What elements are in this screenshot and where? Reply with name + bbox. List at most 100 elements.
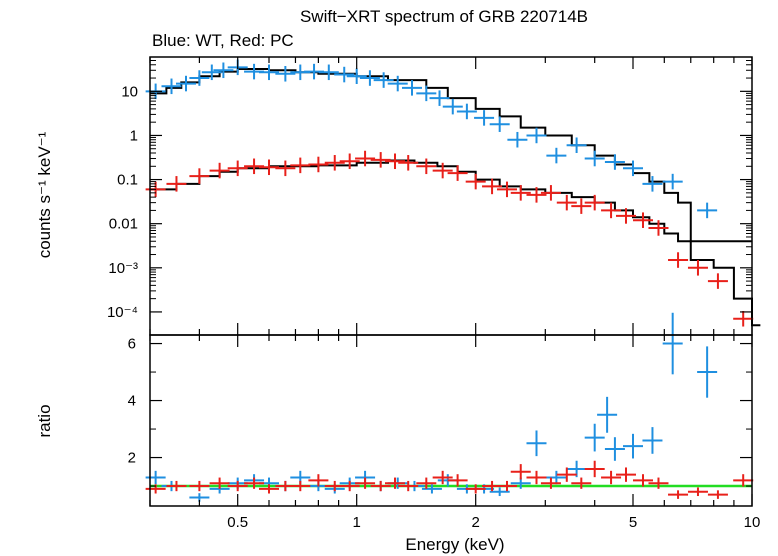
spectrum-point-pc: [496, 181, 517, 198]
ratio-point-pc: [526, 470, 547, 485]
ratio-y-tick-label: 6: [128, 336, 136, 353]
spectrum-point-wt: [189, 70, 210, 86]
spectrum-point-wt: [604, 154, 625, 170]
ratio-point-pc: [615, 467, 636, 482]
spectrum-point-pc: [209, 162, 230, 179]
ratio-point-wt: [642, 427, 663, 454]
ratio-point-pc: [556, 467, 577, 482]
ratio-point-pc: [339, 480, 360, 492]
spectrum-point-wt: [275, 66, 296, 82]
ratio-point-pc: [308, 474, 329, 487]
ratio-point-pc: [370, 480, 391, 492]
y-tick-label: 10⁻⁴: [107, 304, 138, 321]
spectrum-point-wt: [622, 160, 644, 177]
spectrum-point-pc: [385, 153, 406, 170]
x-tick-label: 2: [472, 514, 480, 531]
ratio-point-pc: [648, 477, 669, 489]
spectrum-point-pc: [668, 252, 689, 268]
spectrum-point-wt: [456, 103, 477, 120]
y-tick-label: 10: [121, 83, 138, 100]
ratio-point-pc: [668, 490, 689, 499]
ratio-point-wt: [622, 433, 644, 459]
spectrum-point-wt: [318, 64, 339, 81]
spectrum-point-pc: [432, 162, 453, 179]
ratio-point-wt: [489, 487, 510, 497]
ratio-point-wt: [526, 430, 547, 457]
chart-title: Swift−XRT spectrum of GRB 220714B: [300, 7, 588, 26]
model-line-pc: [150, 159, 761, 327]
spectrum-point-pc: [308, 156, 329, 173]
ratio-point-pc: [687, 487, 708, 497]
spectrum-point-wt: [373, 72, 394, 88]
spectrum-point-pc: [398, 155, 419, 171]
ratio-point-wt: [584, 423, 605, 452]
ratio-point-pc: [189, 480, 210, 492]
ratio-point-pc: [633, 474, 654, 487]
ratio-point-pc: [209, 477, 230, 489]
spectrum-point-pc: [707, 273, 728, 289]
ratio-point-pc: [432, 470, 453, 485]
ratio-point-pc: [385, 477, 406, 489]
ratio-point-wt: [421, 484, 442, 494]
ratio-point-pc: [707, 490, 728, 499]
spectrum-point-wt: [546, 147, 567, 164]
spectrum-point-pc: [258, 159, 280, 176]
ratio-point-pc: [540, 477, 561, 489]
ratio-point-wt: [604, 437, 625, 461]
spectrum-point-wt: [334, 66, 355, 83]
spectrum-point-wt: [387, 75, 408, 92]
spectrum-point-wt: [346, 68, 367, 84]
x-tick-label: 1: [353, 514, 361, 531]
spectrum-point-pc: [540, 185, 561, 201]
spectrum-point-pc: [482, 178, 503, 195]
spectrum-point-pc: [526, 187, 547, 203]
spectrum-point-wt: [258, 64, 280, 81]
spectrum-point-wt: [416, 85, 437, 102]
ratio-y-tick-label: 2: [128, 450, 136, 467]
spectrum-point-wt: [474, 110, 495, 126]
spectrum-point-pc: [416, 158, 437, 175]
ratio-point-wt: [662, 312, 683, 375]
spectrum-panel: [145, 59, 761, 327]
chart-subtitle: Blue: WT, Red: PC: [152, 31, 294, 50]
spectrum-point-pc: [166, 176, 187, 192]
spectrum-point-pc: [339, 153, 360, 170]
spectrum-point-pc: [370, 152, 391, 168]
spectrum-point-wt: [201, 64, 222, 81]
spectrum-point-wt: [642, 176, 663, 192]
spectrum-point-pc: [447, 165, 468, 181]
ratio-point-pc: [496, 480, 517, 492]
spectrum-point-wt: [442, 98, 463, 115]
spectrum-point-wt: [401, 80, 422, 96]
spectrum-point-pc: [355, 150, 376, 167]
ratio-point-pc: [398, 480, 419, 492]
model-line-wt: [150, 68, 752, 243]
spectrum-point-wt: [566, 137, 587, 154]
spectrum-point-pc: [275, 160, 296, 177]
spectrum-point-pc: [290, 157, 311, 174]
spectrum-point-pc: [510, 185, 531, 201]
ratio-point-pc: [465, 484, 486, 494]
spectrum-point-pc: [571, 198, 592, 214]
ratio-point-pc: [227, 480, 248, 492]
spectrum-point-wt: [697, 202, 718, 219]
spectrum-point-pc: [189, 168, 210, 184]
spectrum-point-pc: [465, 173, 486, 190]
spectrum-point-pc: [687, 260, 708, 276]
spectrum-point-wt: [161, 78, 182, 95]
y-tick-label: 0.01: [109, 216, 138, 233]
spectrum-point-wt: [429, 90, 450, 106]
x-tick-label: 0.5: [227, 514, 248, 531]
spectrum-point-pc: [227, 160, 248, 177]
ratio-point-pc: [584, 460, 605, 478]
spectrum-point-pc: [648, 220, 669, 236]
y-tick-label: 0.1: [117, 172, 138, 189]
ratio-y-axis-label: ratio: [35, 404, 54, 437]
ratio-point-wt: [546, 470, 567, 485]
spectrum-point-pc: [556, 194, 577, 211]
ratio-point-pc: [258, 484, 280, 494]
spectrum-point-pc: [615, 208, 636, 224]
ratio-point-pc: [510, 464, 531, 480]
x-tick-label: 5: [629, 514, 637, 531]
ratio-panel: [145, 312, 754, 502]
